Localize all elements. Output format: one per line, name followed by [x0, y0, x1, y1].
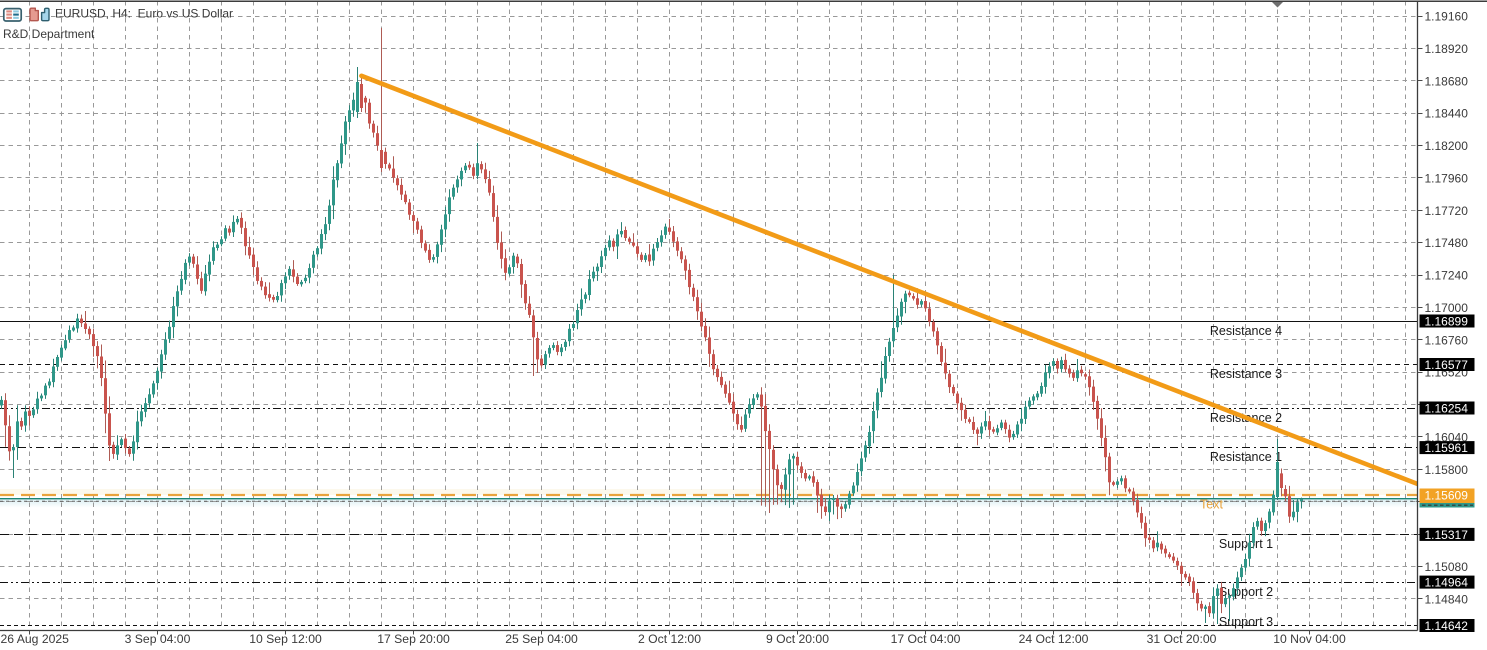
svg-text:1.15961: 1.15961 [1425, 441, 1469, 455]
svg-text:1.16577: 1.16577 [1425, 358, 1469, 372]
svg-text:1.18200: 1.18200 [1425, 139, 1469, 153]
svg-text:1.15317: 1.15317 [1425, 528, 1469, 542]
svg-text:1.15609: 1.15609 [1425, 489, 1469, 503]
svg-text:R&D Department: R&D Department [3, 27, 95, 41]
svg-text:1.18920: 1.18920 [1425, 42, 1469, 56]
svg-text:1.17960: 1.17960 [1425, 171, 1469, 185]
svg-text:1.18440: 1.18440 [1425, 107, 1469, 121]
svg-text:1.15080: 1.15080 [1425, 560, 1469, 574]
svg-text:1.17000: 1.17000 [1425, 301, 1469, 315]
svg-text:1.17240: 1.17240 [1425, 269, 1469, 283]
svg-text:Resistance 4: Resistance 4 [1210, 324, 1282, 338]
svg-text:1.14642: 1.14642 [1425, 619, 1469, 633]
svg-text:10 Nov 04:00: 10 Nov 04:00 [1273, 632, 1346, 646]
svg-text:EURUSD, H4: Euro vs US Dollar: EURUSD, H4: Euro vs US Dollar [55, 7, 233, 21]
svg-text:Text: Text [1200, 498, 1223, 512]
svg-text:1.19160: 1.19160 [1425, 10, 1469, 24]
svg-text:1.16040: 1.16040 [1425, 430, 1469, 444]
svg-text:2 Oct 12:00: 2 Oct 12:00 [638, 632, 701, 646]
svg-text:9 Oct 20:00: 9 Oct 20:00 [766, 632, 829, 646]
svg-text:1.14840: 1.14840 [1425, 592, 1469, 606]
svg-text:25 Sep 04:00: 25 Sep 04:00 [505, 632, 578, 646]
svg-text:24 Oct 12:00: 24 Oct 12:00 [1019, 632, 1089, 646]
svg-text:Support 2: Support 2 [1219, 585, 1273, 599]
svg-text:1.16899: 1.16899 [1425, 315, 1469, 329]
svg-text:Resistance 3: Resistance 3 [1210, 367, 1282, 381]
svg-text:Resistance 1: Resistance 1 [1210, 450, 1282, 464]
svg-text:31 Oct 20:00: 31 Oct 20:00 [1147, 632, 1217, 646]
svg-text:1.17720: 1.17720 [1425, 204, 1469, 218]
svg-text:Support 1: Support 1 [1219, 537, 1273, 551]
svg-text:17 Sep 20:00: 17 Sep 20:00 [377, 632, 450, 646]
svg-text:10 Sep 12:00: 10 Sep 12:00 [249, 632, 322, 646]
svg-text:Support 3: Support 3 [1219, 615, 1273, 629]
svg-text:1.18680: 1.18680 [1425, 74, 1469, 88]
svg-text:1.15800: 1.15800 [1425, 463, 1469, 477]
svg-text:3 Sep 04:00: 3 Sep 04:00 [125, 632, 191, 646]
svg-text:17 Oct 04:00: 17 Oct 04:00 [891, 632, 961, 646]
svg-text:1.16254: 1.16254 [1425, 402, 1469, 416]
svg-text:1.16760: 1.16760 [1425, 333, 1469, 347]
svg-text:26 Aug 2025: 26 Aug 2025 [1, 632, 70, 646]
svg-text:1.14964: 1.14964 [1425, 576, 1469, 590]
svg-text:1.17480: 1.17480 [1425, 236, 1469, 250]
